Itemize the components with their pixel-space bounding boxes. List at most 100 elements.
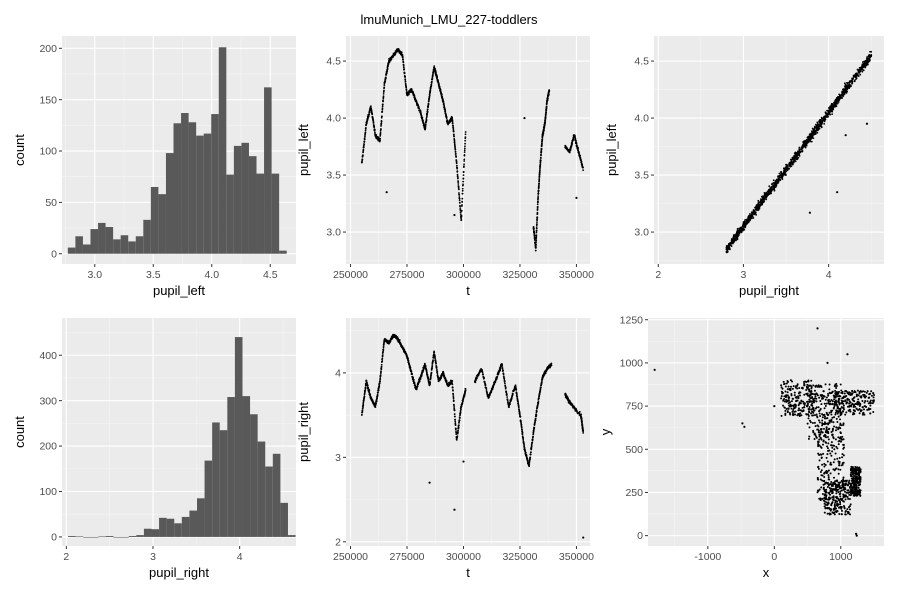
scatter-point	[453, 143, 456, 146]
y-tick-label: 4.0	[326, 113, 341, 125]
scatter-point	[366, 384, 369, 387]
scatter-point	[528, 463, 531, 466]
scatter-point	[749, 215, 752, 217]
histogram-bar	[226, 174, 234, 254]
scatter-point	[806, 400, 809, 403]
scatter-point	[802, 142, 805, 145]
scatter-point	[404, 79, 407, 81]
scatter-point	[827, 402, 830, 405]
scatter-point	[428, 94, 431, 97]
scatter-point	[545, 107, 548, 109]
scatter-point	[536, 211, 539, 214]
scatter-point	[380, 363, 383, 366]
scatter-point	[453, 415, 456, 418]
scatter-point	[807, 136, 809, 139]
scatter-point	[810, 137, 813, 140]
scatter-point	[517, 400, 519, 402]
x-tick-label: 250000	[333, 269, 368, 281]
scatter-point	[784, 412, 787, 415]
scatter-point	[462, 174, 465, 176]
scatter-point	[459, 213, 462, 216]
scatter-point	[791, 162, 794, 165]
scatter-point	[736, 227, 739, 230]
scatter-point	[771, 182, 774, 185]
scatter-point	[457, 424, 460, 427]
scatter-point	[504, 386, 507, 389]
scatter-point	[824, 112, 827, 115]
scatter-point	[780, 395, 783, 398]
scatter-point	[426, 110, 429, 113]
scatter-point	[380, 116, 383, 119]
scatter-point	[361, 158, 364, 161]
scatter-point	[362, 154, 364, 157]
scatter-point	[725, 246, 728, 249]
scatter-point	[433, 65, 436, 68]
scatter-point	[810, 379, 813, 382]
scatter-point	[363, 395, 366, 398]
scatter-point	[793, 394, 796, 397]
scatter-point	[461, 197, 464, 200]
x-tick-label: 3.0	[87, 269, 102, 281]
scatter-point	[533, 237, 536, 239]
scatter-point	[841, 92, 844, 95]
scatter-point	[544, 112, 547, 115]
scatter-point	[381, 354, 384, 356]
scatter-point	[501, 367, 504, 370]
scatter-point	[459, 211, 462, 214]
scatter-point	[800, 400, 803, 403]
scatter-point	[451, 383, 454, 386]
scatter-point	[757, 199, 760, 202]
scatter-point	[841, 94, 844, 97]
histogram-bar	[250, 414, 258, 537]
scatter-point	[453, 140, 456, 142]
scatter-point	[844, 90, 846, 93]
scatter-point	[522, 439, 525, 441]
scatter-point	[805, 380, 808, 383]
scatter-point	[459, 205, 461, 208]
scatter-point	[536, 208, 539, 211]
scatter-point	[539, 386, 542, 389]
scatter-point	[444, 109, 447, 112]
scatter-point	[798, 146, 801, 149]
scatter-point	[522, 437, 525, 440]
scatter-point	[525, 455, 528, 458]
scatter-point	[802, 381, 805, 384]
scatter-point	[402, 58, 404, 61]
histogram-bar	[166, 518, 175, 537]
scatter-point	[519, 415, 522, 418]
scatter-point	[474, 381, 477, 384]
scatter-point	[504, 384, 507, 387]
scatter-point	[574, 139, 577, 142]
scatter-point	[821, 416, 824, 419]
scatter-point	[543, 129, 545, 132]
scatter-point	[839, 383, 842, 386]
scatter-point	[453, 213, 456, 217]
scatter-point	[442, 102, 445, 105]
scatter-point	[788, 387, 791, 390]
scatter-point	[455, 431, 458, 434]
scatter-point	[832, 105, 835, 107]
scatter-point	[535, 415, 537, 418]
histogram-bar	[287, 535, 296, 537]
scatter-point	[455, 160, 458, 163]
scatter-point	[488, 396, 491, 398]
scatter-point	[381, 108, 384, 111]
scatter-point	[514, 384, 517, 387]
scatter-point	[380, 365, 383, 368]
scatter-point	[783, 167, 785, 170]
scatter-point	[379, 139, 381, 142]
histogram-bar	[135, 236, 144, 254]
histogram-bar	[248, 156, 257, 254]
scatter-point	[844, 89, 847, 92]
scatter-point	[814, 395, 817, 398]
y-tick-label: 400	[39, 350, 57, 362]
scatter-point	[829, 106, 832, 109]
scatter-point	[581, 422, 583, 425]
scatter-point	[816, 121, 819, 124]
scatter-point	[582, 536, 585, 539]
scatter-point	[791, 410, 794, 413]
scatter-point	[453, 409, 456, 412]
scatter-point	[537, 184, 540, 187]
panel-5: 250000 275000 300000 325000 350000234tpupil_…	[296, 318, 594, 580]
histogram-bar	[75, 536, 84, 538]
